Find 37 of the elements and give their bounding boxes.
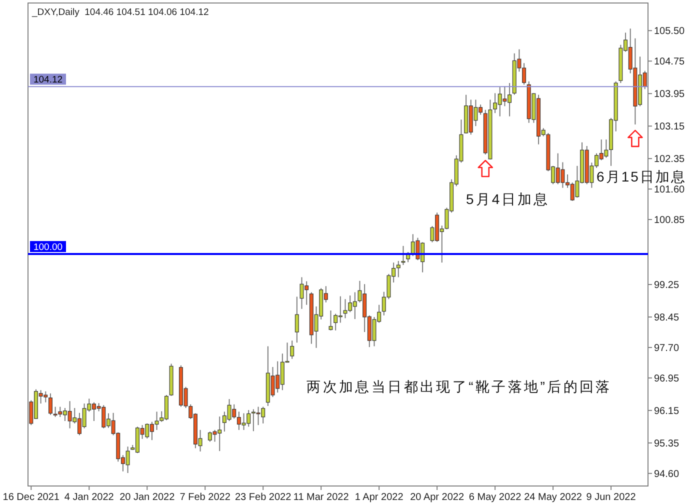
y-tick-label: 104.75 <box>654 56 686 68</box>
y-tick-label: 101.60 <box>654 184 686 196</box>
chart-title: _DXY,Daily 104.46 104.51 104.06 104.12 <box>31 7 209 18</box>
candlestick <box>48 392 52 416</box>
y-tick-label: 96.95 <box>654 373 680 384</box>
x-tick-label: 6 May 2022 <box>468 492 522 503</box>
y-tick-label: 97.70 <box>654 342 680 354</box>
x-tick-label: 20 Apr 2022 <box>410 492 464 503</box>
y-tick-label: 103.95 <box>654 89 686 100</box>
x-tick-label: 11 Mar 2022 <box>293 492 350 503</box>
x-tick-label: 23 Feb 2022 <box>235 492 292 503</box>
y-tick-label: 96.15 <box>654 406 680 417</box>
y-tick-label: 105.50 <box>654 26 686 38</box>
x-tick-label: 24 May 2022 <box>524 492 582 503</box>
y-tick-label: 103.15 <box>654 122 686 133</box>
y-tick-label: 94.60 <box>654 468 680 480</box>
x-tick-label: 4 Jan 2022 <box>64 492 114 503</box>
x-tick-label: 16 Dec 2021 <box>2 492 60 503</box>
x-tick-label: 7 Feb 2022 <box>180 492 231 503</box>
x-tick-label: 20 Jan 2022 <box>120 492 176 503</box>
y-tick-label: 98.45 <box>654 312 680 324</box>
candlestick <box>294 296 299 344</box>
candlestick <box>401 245 406 266</box>
ref-line-label: 100.00 <box>33 242 63 254</box>
candlestick <box>290 340 294 360</box>
ref-line-label: 104.12 <box>33 74 63 86</box>
y-tick-label: 95.35 <box>654 438 680 450</box>
candlestick <box>396 260 400 278</box>
candlestick <box>328 310 333 331</box>
x-tick-label: 1 Apr 2022 <box>354 492 404 503</box>
y-tick-label: 100.85 <box>654 215 686 226</box>
y-tick-label: 99.25 <box>654 280 680 292</box>
annotation: 6月15日加息 <box>596 168 686 184</box>
y-tick-label: 102.35 <box>654 154 686 166</box>
x-tick-label: 9 Jun 2022 <box>586 492 636 503</box>
annotation: 5月4日加息 <box>466 191 550 208</box>
annotation: 两次加息当日都出现了“靴子落地”后的回落 <box>306 378 612 394</box>
